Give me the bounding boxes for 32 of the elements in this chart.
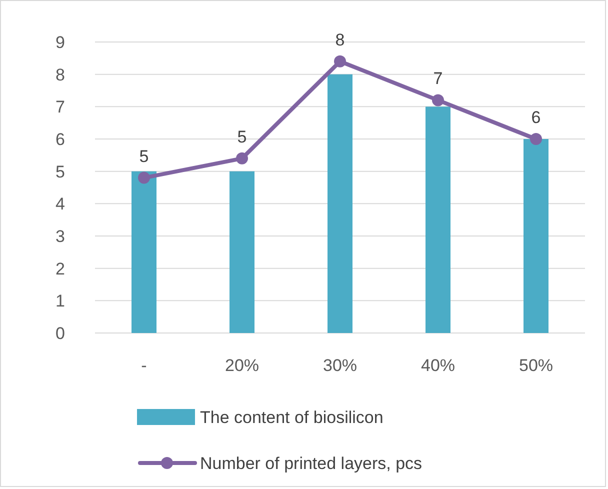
data-label: 8 <box>335 30 345 50</box>
x-tick-label: 20% <box>224 356 260 375</box>
point <box>236 152 248 164</box>
point <box>138 172 150 184</box>
bar <box>426 106 450 333</box>
bar <box>230 171 254 333</box>
y-tick-label: 7 <box>56 98 65 117</box>
y-tick-label: 1 <box>56 292 65 311</box>
point <box>334 55 346 68</box>
y-tick-label: 2 <box>56 259 65 278</box>
data-label: 6 <box>531 108 541 127</box>
y-tick-label: 0 <box>56 324 65 343</box>
y-tick-label: 9 <box>56 33 65 52</box>
data-label: 5 <box>139 146 149 166</box>
x-tick-label: 30% <box>322 356 358 375</box>
point <box>530 133 542 145</box>
point <box>432 94 444 106</box>
y-tick-label: 6 <box>56 130 65 149</box>
y-tick-label: 8 <box>56 65 65 84</box>
y-tick-label: 5 <box>56 162 65 182</box>
legend-label: Number of printed layers, pcs <box>200 454 422 473</box>
x-tick-label: 40% <box>420 356 456 375</box>
data-label: 5 <box>237 127 247 146</box>
bar <box>132 171 156 333</box>
data-label: 7 <box>433 69 443 88</box>
x-tick-label: 50% <box>518 356 554 375</box>
bar <box>328 74 352 333</box>
legend-label: The content of biosilicon <box>200 408 384 427</box>
y-tick-label: 3 <box>56 227 65 246</box>
bar <box>524 139 548 333</box>
x-tick-label: - <box>141 356 147 375</box>
y-tick-label: 4 <box>56 194 65 214</box>
